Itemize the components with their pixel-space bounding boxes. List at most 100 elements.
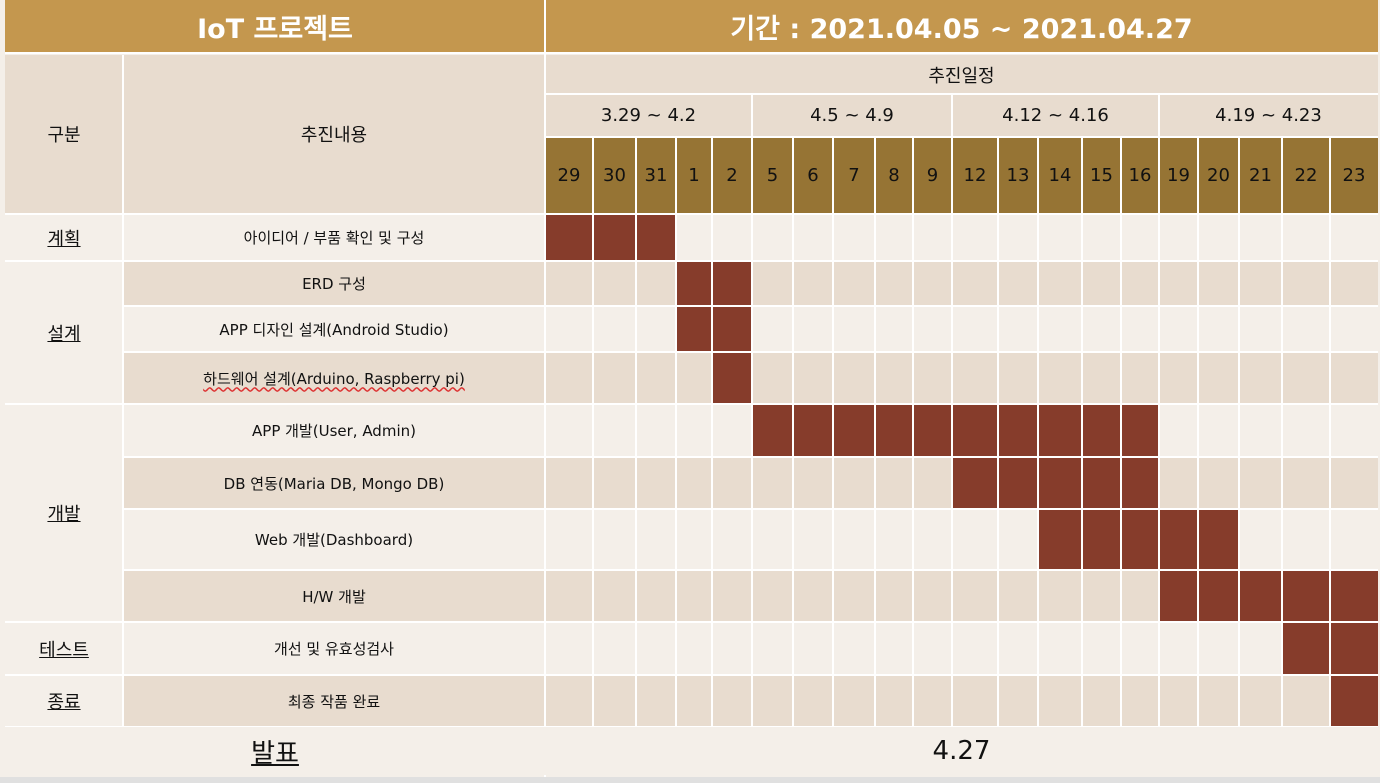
gantt-bar-cell — [875, 404, 913, 457]
gantt-empty-cell — [712, 570, 752, 622]
day-header: 22 — [1282, 137, 1330, 213]
day-header: 12 — [952, 137, 998, 213]
gantt-empty-cell — [545, 675, 593, 727]
gantt-empty-cell — [593, 261, 636, 306]
gantt-bar-cell — [593, 214, 636, 261]
gantt-empty-cell — [1038, 622, 1082, 675]
gantt-empty-cell — [593, 306, 636, 352]
grid-line — [5, 260, 1378, 262]
presentation-date: 4.27 — [545, 727, 1378, 775]
gantt-empty-cell — [875, 214, 913, 261]
gantt-empty-cell — [1282, 675, 1330, 727]
task-label: 아이디어 / 부품 확인 및 구성 — [123, 214, 545, 261]
stage-label: 계획 — [5, 214, 123, 261]
grid-line — [545, 136, 1378, 138]
day-header: 9 — [913, 137, 952, 213]
gantt-empty-cell — [793, 261, 833, 306]
gantt-empty-cell — [1198, 261, 1239, 306]
gantt-empty-cell — [913, 306, 952, 352]
task-label: APP 개발(User, Admin) — [123, 404, 545, 457]
project-period: 기간 : 2021.04.05 ~ 2021.04.27 — [545, 0, 1378, 52]
gantt-empty-cell — [952, 622, 998, 675]
gantt-empty-cell — [913, 352, 952, 404]
gantt-empty-cell — [593, 457, 636, 509]
gantt-empty-cell — [712, 622, 752, 675]
gantt-empty-cell — [833, 457, 875, 509]
gantt-empty-cell — [1198, 306, 1239, 352]
gantt-empty-cell — [636, 306, 676, 352]
gantt-empty-cell — [1330, 457, 1378, 509]
gantt-bar-cell — [952, 457, 998, 509]
gantt-empty-cell — [593, 622, 636, 675]
grid-line — [123, 456, 1378, 458]
gantt-empty-cell — [1239, 509, 1282, 570]
day-header: 19 — [1159, 137, 1198, 213]
day-header: 14 — [1038, 137, 1082, 213]
day-header: 13 — [998, 137, 1038, 213]
gantt-empty-cell — [712, 214, 752, 261]
grid-line — [5, 674, 1378, 676]
gantt-empty-cell — [752, 214, 793, 261]
gantt-bar-cell — [1121, 404, 1159, 457]
gantt-empty-cell — [1239, 404, 1282, 457]
gantt-empty-cell — [752, 622, 793, 675]
gantt-empty-cell — [1239, 261, 1282, 306]
grid-line — [544, 0, 546, 777]
grid-line — [1197, 137, 1199, 727]
gantt-empty-cell — [793, 675, 833, 727]
grid-line — [1329, 137, 1331, 727]
gantt-empty-cell — [1282, 404, 1330, 457]
gantt-empty-cell — [593, 675, 636, 727]
gantt-bar-cell — [1082, 457, 1121, 509]
gantt-empty-cell — [913, 570, 952, 622]
gantt-empty-cell — [676, 214, 712, 261]
gantt-empty-cell — [913, 622, 952, 675]
gantt-empty-cell — [1082, 622, 1121, 675]
gantt-empty-cell — [998, 570, 1038, 622]
gantt-bar-cell — [1082, 404, 1121, 457]
gantt-empty-cell — [952, 352, 998, 404]
gantt-empty-cell — [1282, 457, 1330, 509]
grid-line — [874, 137, 876, 727]
gantt-empty-cell — [875, 261, 913, 306]
gantt-empty-cell — [998, 675, 1038, 727]
grid-line — [122, 55, 124, 727]
gantt-bar-cell — [913, 404, 952, 457]
project-title: IoT 프로젝트 — [5, 0, 545, 52]
task-label: 개선 및 유효성검사 — [123, 622, 545, 675]
gantt-empty-cell — [875, 509, 913, 570]
gantt-bar-cell — [1038, 404, 1082, 457]
gantt-bar-cell — [712, 306, 752, 352]
gantt-empty-cell — [593, 352, 636, 404]
gantt-empty-cell — [833, 570, 875, 622]
gantt-empty-cell — [1159, 622, 1198, 675]
stage-label: 설계 — [5, 261, 123, 404]
gantt-empty-cell — [1038, 352, 1082, 404]
gantt-empty-cell — [913, 509, 952, 570]
grid-line — [751, 137, 753, 727]
stage-label: 종료 — [5, 675, 123, 727]
gantt-empty-cell — [952, 509, 998, 570]
gantt-empty-cell — [752, 352, 793, 404]
gantt-empty-cell — [833, 306, 875, 352]
gantt-empty-cell — [793, 306, 833, 352]
gantt-bar-cell — [676, 261, 712, 306]
gantt-empty-cell — [1121, 261, 1159, 306]
gantt-empty-cell — [1121, 675, 1159, 727]
gantt-empty-cell — [1330, 404, 1378, 457]
gantt-empty-cell — [593, 570, 636, 622]
gantt-bar-cell — [712, 261, 752, 306]
gantt-empty-cell — [752, 306, 793, 352]
gantt-empty-cell — [1239, 675, 1282, 727]
gantt-empty-cell — [875, 352, 913, 404]
day-header: 20 — [1198, 137, 1239, 213]
grid-line — [5, 403, 1378, 405]
gantt-bar-cell — [676, 306, 712, 352]
gantt-empty-cell — [1121, 306, 1159, 352]
gantt-empty-cell — [545, 306, 593, 352]
gantt-empty-cell — [1082, 675, 1121, 727]
gantt-empty-cell — [1330, 352, 1378, 404]
gantt-empty-cell — [1159, 404, 1198, 457]
gantt-empty-cell — [1038, 570, 1082, 622]
